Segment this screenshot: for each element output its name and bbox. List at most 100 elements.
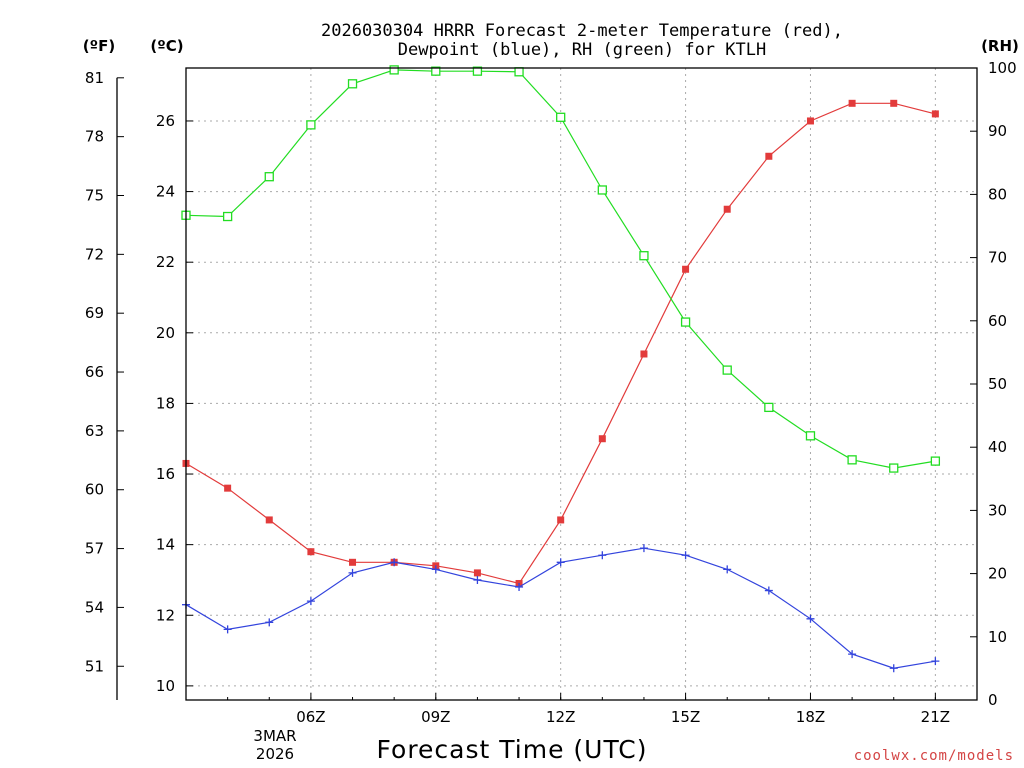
- date-label-day: 3MAR: [253, 727, 296, 745]
- x-tick-label: 06Z: [296, 708, 325, 726]
- celsius-axis: 10 12 14 16 18 20 22 24 26: [156, 112, 193, 695]
- temperature-point: [473, 569, 481, 577]
- rh-point: [306, 120, 316, 130]
- celsius-tick-label: 26: [156, 112, 175, 130]
- rh-point: [722, 365, 732, 375]
- temperature-point: [598, 435, 606, 443]
- fahrenheit-axis: 51 54 57 60 63 66 69 72 75 78 81: [85, 69, 124, 700]
- rh-tick-label: 30: [988, 501, 1007, 519]
- temperature-point: [848, 99, 856, 107]
- x-axis-title: Forecast Time (UTC): [377, 735, 648, 764]
- fahrenheit-tick-label: 63: [85, 422, 104, 440]
- rh-tick-label: 10: [988, 628, 1007, 646]
- rh-point: [264, 172, 274, 182]
- fahrenheit-axis-unit: (ºF): [83, 37, 115, 55]
- rh-point: [889, 463, 899, 473]
- rh-point: [222, 211, 233, 222]
- rh-point: [847, 455, 857, 465]
- x-axis: 06Z 09Z 12Z 15Z 18Z 21Z: [185, 693, 978, 726]
- rh-point: [472, 66, 483, 76]
- fahrenheit-tick-label: 69: [85, 304, 104, 322]
- rh-tick-label: 60: [988, 312, 1007, 330]
- chart-subtitle: Dewpoint (blue), RH (green) for KTLH: [398, 40, 766, 60]
- rh-point: [764, 402, 774, 413]
- temperature-point: [931, 110, 939, 118]
- rh-tick-label: 50: [988, 375, 1007, 393]
- dewpoint-point: [723, 565, 732, 574]
- rh-tick-label: 70: [988, 249, 1007, 267]
- dewpoint-point: [265, 618, 274, 627]
- dewpoint-point: [556, 558, 565, 567]
- temperature-point: [806, 117, 814, 125]
- rh-point: [514, 67, 524, 77]
- rh-point: [680, 317, 691, 327]
- rh-point: [347, 79, 358, 89]
- temperature-point: [557, 516, 565, 524]
- x-tick-label: 12Z: [546, 708, 575, 726]
- temperature-point: [349, 558, 357, 566]
- dewpoint-point: [639, 544, 648, 553]
- dewpoint-point: [806, 614, 815, 623]
- celsius-tick-label: 10: [156, 677, 175, 695]
- temperature-point: [682, 265, 690, 273]
- temperature-point: [640, 350, 648, 358]
- rh-point: [639, 251, 649, 261]
- plot-frame: [185, 67, 978, 701]
- fahrenheit-tick-label: 78: [85, 128, 104, 146]
- fahrenheit-tick-label: 60: [85, 481, 104, 499]
- dewpoint-point: [515, 583, 524, 592]
- credit-text: coolwx.com/models: [854, 748, 1014, 764]
- celsius-axis-unit: (ºC): [150, 37, 183, 55]
- fahrenheit-tick-label: 75: [85, 186, 104, 204]
- fahrenheit-tick-label: 66: [85, 363, 104, 381]
- dewpoint-point: [889, 664, 898, 673]
- celsius-tick-label: 20: [156, 324, 175, 342]
- temperature-point: [890, 99, 898, 107]
- grid-lines: [186, 68, 977, 700]
- fahrenheit-tick-label: 81: [85, 69, 104, 87]
- celsius-tick-label: 16: [156, 465, 175, 483]
- celsius-tick-label: 22: [156, 253, 175, 271]
- dewpoint-point: [764, 586, 773, 595]
- rh-tick-label: 100: [988, 59, 1017, 77]
- temperature-point: [307, 548, 315, 556]
- date-label-year: 2026: [256, 745, 294, 763]
- series-layer: [181, 65, 941, 673]
- fahrenheit-tick-label: 72: [85, 245, 104, 263]
- x-tick-label: 18Z: [796, 708, 825, 726]
- dewpoint-point: [931, 657, 940, 666]
- rh-tick-label: 90: [988, 122, 1007, 140]
- celsius-tick-label: 24: [156, 183, 175, 201]
- rh-point: [556, 112, 566, 122]
- dewpoint-point: [223, 625, 232, 634]
- celsius-tick-label: 12: [156, 606, 175, 624]
- rh-point: [805, 431, 816, 441]
- fahrenheit-tick-label: 57: [85, 540, 104, 558]
- chart-title: 2026030304 HRRR Forecast 2-meter Tempera…: [321, 21, 843, 41]
- dewpoint-point: [848, 650, 857, 659]
- rh-point: [431, 66, 441, 76]
- x-tick-label: 09Z: [421, 708, 450, 726]
- temperature-point: [265, 516, 273, 524]
- celsius-tick-label: 18: [156, 394, 175, 412]
- dewpoint-point: [431, 565, 440, 574]
- rh-point: [389, 65, 399, 75]
- rh-axis: 0 10 20 30 40 50 60 70 80 90 100: [970, 59, 1017, 709]
- temperature-line: [185, 102, 936, 585]
- rh-tick-label: 80: [988, 185, 1007, 203]
- fahrenheit-tick-label: 54: [85, 598, 104, 616]
- celsius-tick-label: 14: [156, 536, 175, 554]
- temperature-point: [224, 484, 232, 492]
- temperature-point: [765, 152, 773, 160]
- rh-tick-label: 0: [988, 691, 998, 709]
- rh-axis-unit: (RH): [981, 37, 1019, 55]
- rh-tick-label: 40: [988, 438, 1007, 456]
- dewpoint-point: [598, 551, 607, 560]
- temperature-point: [723, 205, 731, 213]
- x-tick-label: 21Z: [921, 708, 950, 726]
- dewpoint-point: [681, 551, 690, 560]
- dewpoint-point: [473, 575, 482, 584]
- x-tick-label: 15Z: [671, 708, 700, 726]
- dewpoint-point: [390, 558, 399, 567]
